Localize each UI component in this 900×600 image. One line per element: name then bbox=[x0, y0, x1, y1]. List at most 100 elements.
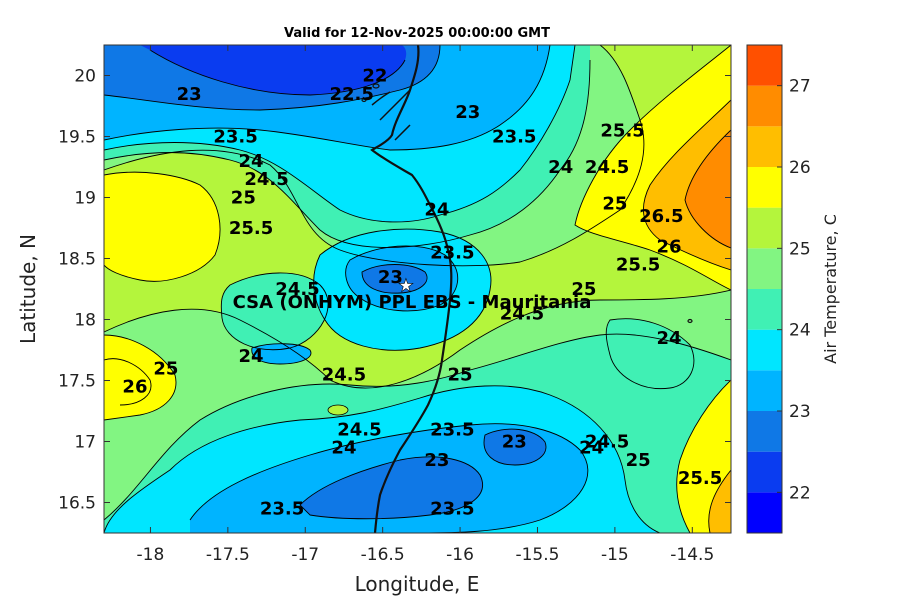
contour-line bbox=[643, 99, 731, 271]
contour-line bbox=[251, 343, 312, 365]
band-26-26.5-southeast bbox=[708, 470, 731, 533]
contour-label: 24 bbox=[424, 200, 449, 221]
coastline-islet bbox=[687, 318, 693, 324]
x-axis: -18 -17.5 -17 -16.5 -16 -15.5 -15 -14.5 bbox=[137, 45, 714, 565]
colorbar-segment bbox=[747, 329, 782, 371]
band-22.5-23-south bbox=[300, 456, 483, 519]
coastline bbox=[361, 45, 693, 533]
x-tick-label: -16 bbox=[446, 545, 474, 565]
colorbar-segment bbox=[747, 492, 782, 533]
band-25.5-26-west bbox=[104, 172, 220, 282]
contour-label: 26 bbox=[122, 377, 147, 398]
band-22-22.5 bbox=[140, 45, 407, 95]
contour-line bbox=[574, 45, 731, 291]
colorbar-tick-label: 25 bbox=[789, 239, 811, 259]
contour-line bbox=[684, 129, 731, 249]
contour-label: 26 bbox=[657, 236, 682, 257]
colorbar-tick-label: 27 bbox=[789, 77, 811, 97]
colorbar-segment bbox=[747, 248, 782, 289]
contour-label: 26.5 bbox=[639, 206, 683, 227]
contour-label: 22.5 bbox=[329, 84, 373, 105]
colorbar-segment bbox=[747, 207, 782, 249]
band-24-24.5-west-pocket bbox=[221, 272, 329, 350]
colorbar-segment bbox=[747, 45, 782, 86]
contour-line bbox=[104, 289, 731, 389]
contour-label: 24.5 bbox=[585, 432, 629, 453]
coastline-islands bbox=[371, 91, 391, 106]
band-22.5-23-southeast bbox=[484, 429, 546, 465]
contour-line bbox=[104, 45, 645, 267]
contour-label: 25 bbox=[571, 279, 596, 300]
contour-line bbox=[605, 318, 695, 390]
contour-line bbox=[189, 423, 589, 533]
contour-label: 24.5 bbox=[337, 419, 381, 440]
x-tick-label: -15.5 bbox=[515, 545, 559, 565]
x-tick-label: -15 bbox=[601, 545, 629, 565]
contour-line bbox=[483, 428, 547, 466]
band-25.5-26-west-south bbox=[104, 335, 176, 420]
contour-line bbox=[149, 49, 406, 96]
contour-label: 24.5 bbox=[585, 157, 629, 178]
contour-line bbox=[104, 59, 591, 248]
band-25-pocket bbox=[327, 404, 349, 416]
colorbar-tick-label: 26 bbox=[789, 158, 811, 178]
colorbar: 22 23 24 25 26 27 bbox=[746, 44, 811, 534]
contour-line bbox=[676, 379, 731, 533]
contour-line bbox=[361, 264, 428, 294]
band-24-24.5-east-pocket bbox=[606, 318, 694, 389]
contour-line bbox=[104, 358, 152, 406]
chart-title: Valid for 12-Nov-2025 00:00:00 GMT bbox=[284, 26, 550, 41]
coastline-islet bbox=[361, 97, 367, 103]
contour-label: 24.5 bbox=[322, 364, 366, 385]
contour-label: 23 bbox=[378, 267, 403, 288]
y-axis: 16.5 17 17.5 18 18.5 19 19.5 20 bbox=[58, 67, 731, 514]
y-tick-label: 18.5 bbox=[58, 250, 96, 270]
contour-label: 24 bbox=[579, 438, 604, 459]
coastline-islands bbox=[379, 89, 411, 141]
y-tick-label: 17.5 bbox=[58, 372, 96, 392]
contour-label: 25.5 bbox=[678, 468, 722, 489]
coastline-path bbox=[370, 45, 453, 533]
x-tick-label: -17.5 bbox=[206, 545, 250, 565]
contour-line bbox=[104, 334, 177, 421]
contour-lines bbox=[104, 45, 731, 533]
y-tick-label: 17 bbox=[74, 433, 96, 453]
colorbar-tick-label: 23 bbox=[789, 402, 811, 422]
band-23-23.5-west bbox=[251, 343, 311, 364]
contour-label: 24.5 bbox=[500, 303, 544, 324]
colorbar-segment bbox=[747, 85, 782, 127]
contour-label: 25 bbox=[231, 188, 256, 209]
x-tick-label: -17 bbox=[291, 545, 319, 565]
y-axis-label: Latitude, N bbox=[16, 234, 40, 344]
colorbar-segment bbox=[747, 370, 782, 411]
band-22.5-23-center bbox=[362, 264, 428, 294]
contour-label: 25.5 bbox=[616, 255, 660, 276]
contour-line bbox=[708, 469, 731, 533]
coastline-islet bbox=[372, 83, 380, 89]
contour-label: 24.5 bbox=[244, 169, 288, 190]
x-tick-label: -16.5 bbox=[361, 545, 405, 565]
contour-line bbox=[104, 45, 576, 223]
contour-label: 24 bbox=[331, 438, 356, 459]
contour-line bbox=[104, 333, 731, 521]
contour-label: 23.5 bbox=[430, 242, 474, 263]
contour-label: 25 bbox=[448, 364, 473, 385]
colorbar-segment bbox=[747, 289, 782, 330]
y-tick-label: 19 bbox=[74, 189, 96, 209]
colorbar-label: Air Temperature, C bbox=[821, 214, 840, 364]
contour-label: 25.5 bbox=[229, 218, 273, 239]
y-tick-label: 19.5 bbox=[58, 128, 96, 148]
contour-label: 24.5 bbox=[275, 279, 319, 300]
contour-line bbox=[313, 228, 492, 351]
contour-line bbox=[104, 45, 551, 151]
y-tick-label: 18 bbox=[74, 311, 96, 331]
contour-line bbox=[345, 245, 459, 312]
contour-label: 23.5 bbox=[492, 127, 536, 148]
contour-line bbox=[104, 45, 441, 111]
contour-label: 24 bbox=[657, 328, 682, 349]
contour-line bbox=[299, 456, 483, 520]
contour-line bbox=[104, 171, 221, 282]
